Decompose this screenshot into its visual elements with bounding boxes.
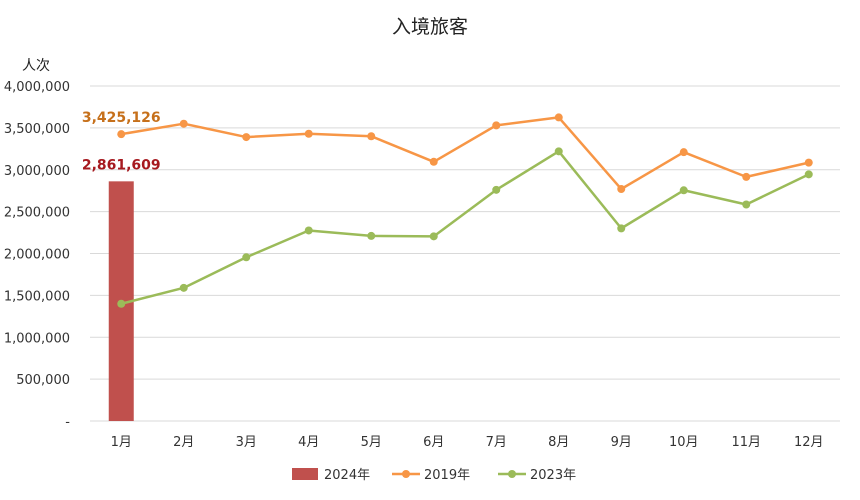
data-point [367, 132, 376, 141]
data-point [429, 232, 438, 241]
data-point [492, 121, 501, 130]
data-point [804, 158, 813, 167]
data-point [367, 231, 376, 240]
y-tick-label: 1,000,000 [4, 331, 70, 346]
data-point [617, 185, 626, 194]
x-tick-label: 6月 [423, 435, 444, 450]
x-tick-label: 11月 [731, 435, 761, 450]
x-axis-ticks: 1月 2月 3月 4月 5月 6月 7月 8月 9月 10月 11月 12月 [111, 435, 824, 450]
y-axis-ticks: - 500,000 1,000,000 1,500,000 2,000,000 2,500… [4, 80, 70, 430]
x-tick-label: 3月 [236, 435, 257, 450]
data-point [804, 170, 813, 179]
legend-label: 2019年 [424, 468, 470, 483]
data-point [679, 186, 688, 195]
x-tick-label: 9月 [611, 435, 632, 450]
y-tick-label: - [65, 415, 70, 430]
x-tick-label: 2月 [173, 435, 194, 450]
data-labels: 2,861,609 3,425,126 [82, 110, 161, 173]
data-point [617, 224, 626, 233]
y-tick-label: 4,000,000 [4, 80, 70, 95]
x-tick-label: 5月 [361, 435, 382, 450]
data-point [242, 253, 251, 262]
series-line [121, 116, 810, 191]
data-point [742, 200, 751, 209]
y-tick-label: 2,500,000 [4, 206, 70, 221]
legend: 2024年 2019年 2023年 [292, 468, 576, 483]
data-point [117, 130, 126, 139]
legend-label: 2024年 [324, 468, 370, 483]
data-point [304, 226, 313, 235]
x-tick-label: 8月 [548, 435, 569, 450]
data-point [304, 129, 313, 138]
legend-label: 2023年 [530, 468, 576, 483]
legend-swatch [292, 468, 318, 480]
data-point [554, 147, 563, 156]
data-point [742, 172, 751, 181]
legend-marker [402, 470, 410, 478]
chart-title: 入境旅客 [392, 16, 468, 38]
data-point [179, 119, 188, 128]
data-point [117, 299, 126, 308]
y-tick-label: 1,500,000 [4, 289, 70, 304]
data-point [554, 113, 563, 122]
x-tick-label: 7月 [486, 435, 507, 450]
y-tick-label: 3,000,000 [4, 164, 70, 179]
x-tick-label: 4月 [298, 435, 319, 450]
series-line [120, 150, 810, 305]
gridlines [90, 85, 840, 422]
y-tick-label: 500,000 [16, 373, 70, 388]
data-point [179, 283, 188, 292]
y-axis-label: 人次 [22, 58, 50, 74]
data-point [242, 133, 251, 142]
data-point [679, 148, 688, 157]
data-point [492, 185, 501, 194]
data-point [429, 157, 438, 166]
x-tick-label: 10月 [669, 435, 699, 450]
line-series [117, 113, 813, 308]
data-label: 3,425,126 [82, 110, 161, 126]
data-label: 2,861,609 [82, 157, 161, 173]
x-tick-label: 12月 [794, 435, 824, 450]
y-tick-label: 3,500,000 [4, 122, 70, 137]
x-tick-label: 1月 [111, 435, 132, 450]
y-tick-label: 2,000,000 [4, 248, 70, 263]
legend-marker [508, 470, 516, 478]
